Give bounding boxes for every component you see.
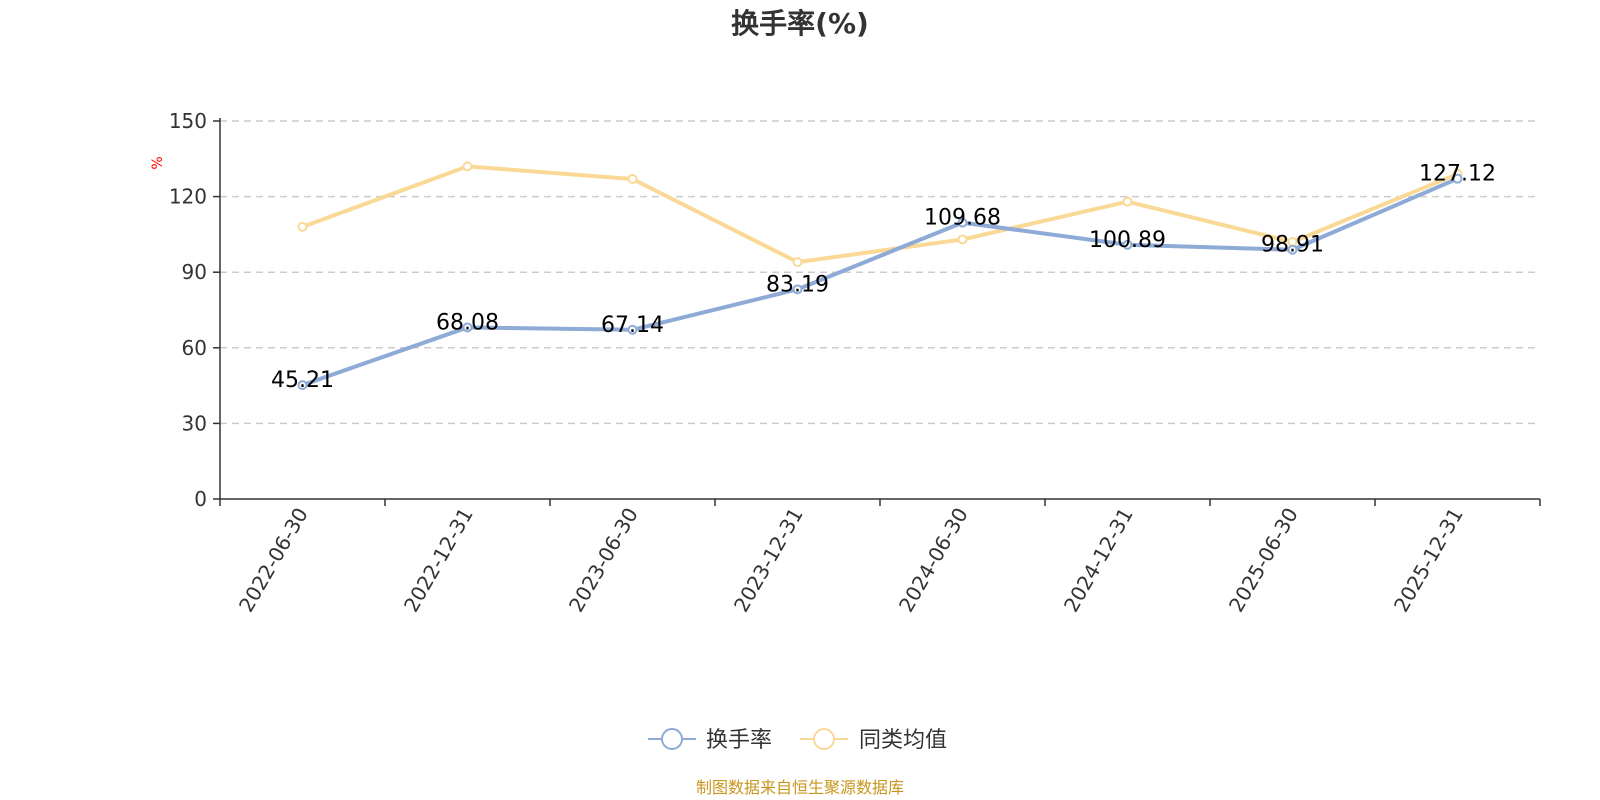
series-point-peer-average-4[interactable] [957, 234, 968, 245]
data-label-turnover-6: 98.91 [1261, 233, 1324, 258]
data-label-turnover-1: 68.08 [436, 310, 499, 335]
series-point-turnover-7[interactable] [1452, 173, 1463, 184]
x-tick-label-2025-12-31: 2025-12-31 [1389, 504, 1468, 617]
legend-marker-turnover [661, 728, 683, 750]
data-label-turnover-3: 83.19 [766, 272, 829, 297]
x-tick-label-2024-06-30: 2024-06-30 [894, 504, 973, 617]
series-point-peer-average-5[interactable] [1122, 196, 1133, 207]
legend-item-turnover[interactable]: 换手率 [648, 728, 772, 753]
grid-lines [220, 120, 1540, 425]
x-tick-label-2025-06-30: 2025-06-30 [1224, 504, 1303, 617]
series-point-turnover-1[interactable] [462, 322, 473, 333]
data-label-turnover-4: 109.68 [924, 206, 1001, 231]
data-label-turnover-0: 45.21 [271, 368, 334, 393]
x-tick-label-2023-06-30: 2023-06-30 [564, 504, 643, 617]
x-axis-ticks: 2022-06-30 2022-12-31 2023-06-30 2023-12-31… [219, 499, 1541, 617]
series-point-peer-average-2[interactable] [627, 173, 638, 184]
series-point-turnover-3[interactable] [792, 284, 803, 295]
legend-marker-peer-average [813, 728, 835, 750]
x-tick-label-2024-12-31: 2024-12-31 [1059, 504, 1138, 617]
series-point-turnover-5[interactable] [1122, 239, 1133, 250]
series-line-turnover [300, 176, 1460, 388]
series-lines [297, 161, 1463, 391]
y-tick-label-90: 90 [182, 260, 207, 284]
y-tick-label-30: 30 [182, 411, 207, 435]
series-line-peer-average [300, 164, 1460, 265]
y-tick-label-60: 60 [182, 336, 207, 360]
x-tick-label-2023-12-31: 2023-12-31 [729, 504, 808, 617]
y-tick-label-150: 150 [169, 109, 207, 133]
series-point-peer-average-3[interactable] [792, 257, 803, 268]
data-label-turnover-2: 67.14 [601, 313, 664, 338]
legend: 换手率 同类均值 [648, 728, 947, 753]
chart-title: 换手率(%) [731, 7, 869, 40]
data-label-turnover-5: 100.89 [1089, 228, 1166, 253]
legend-item-peer-average[interactable]: 同类均值 [800, 728, 947, 753]
data-source-note: 制图数据来自恒生聚源数据库 [696, 778, 904, 797]
data-labels: 45.21 68.08 67.14 83.19 109.68 100.89 98.91 127… [271, 162, 1496, 393]
x-tick-label-2022-06-30: 2022-06-30 [234, 504, 313, 617]
series-point-peer-average-0[interactable] [297, 221, 308, 232]
series-point-turnover-6[interactable] [1287, 244, 1298, 255]
series-point-peer-average-1[interactable] [462, 161, 473, 172]
y-tick-label-0: 0 [194, 487, 207, 511]
y-axis-ticks: 0 30 60 90 120 150 [169, 109, 220, 511]
y-tick-label-120: 120 [169, 185, 207, 209]
legend-label-turnover: 换手率 [706, 728, 772, 753]
data-label-turnover-7: 127.12 [1419, 162, 1496, 187]
y-axis-unit-label: % [150, 156, 166, 169]
legend-label-peer-average: 同类均值 [859, 728, 947, 753]
series-point-turnover-0[interactable] [297, 380, 308, 391]
series-point-turnover-4[interactable] [957, 217, 968, 228]
axes [219, 118, 1540, 500]
series-point-turnover-2[interactable] [627, 324, 638, 335]
x-tick-label-2022-12-31: 2022-12-31 [399, 504, 478, 617]
